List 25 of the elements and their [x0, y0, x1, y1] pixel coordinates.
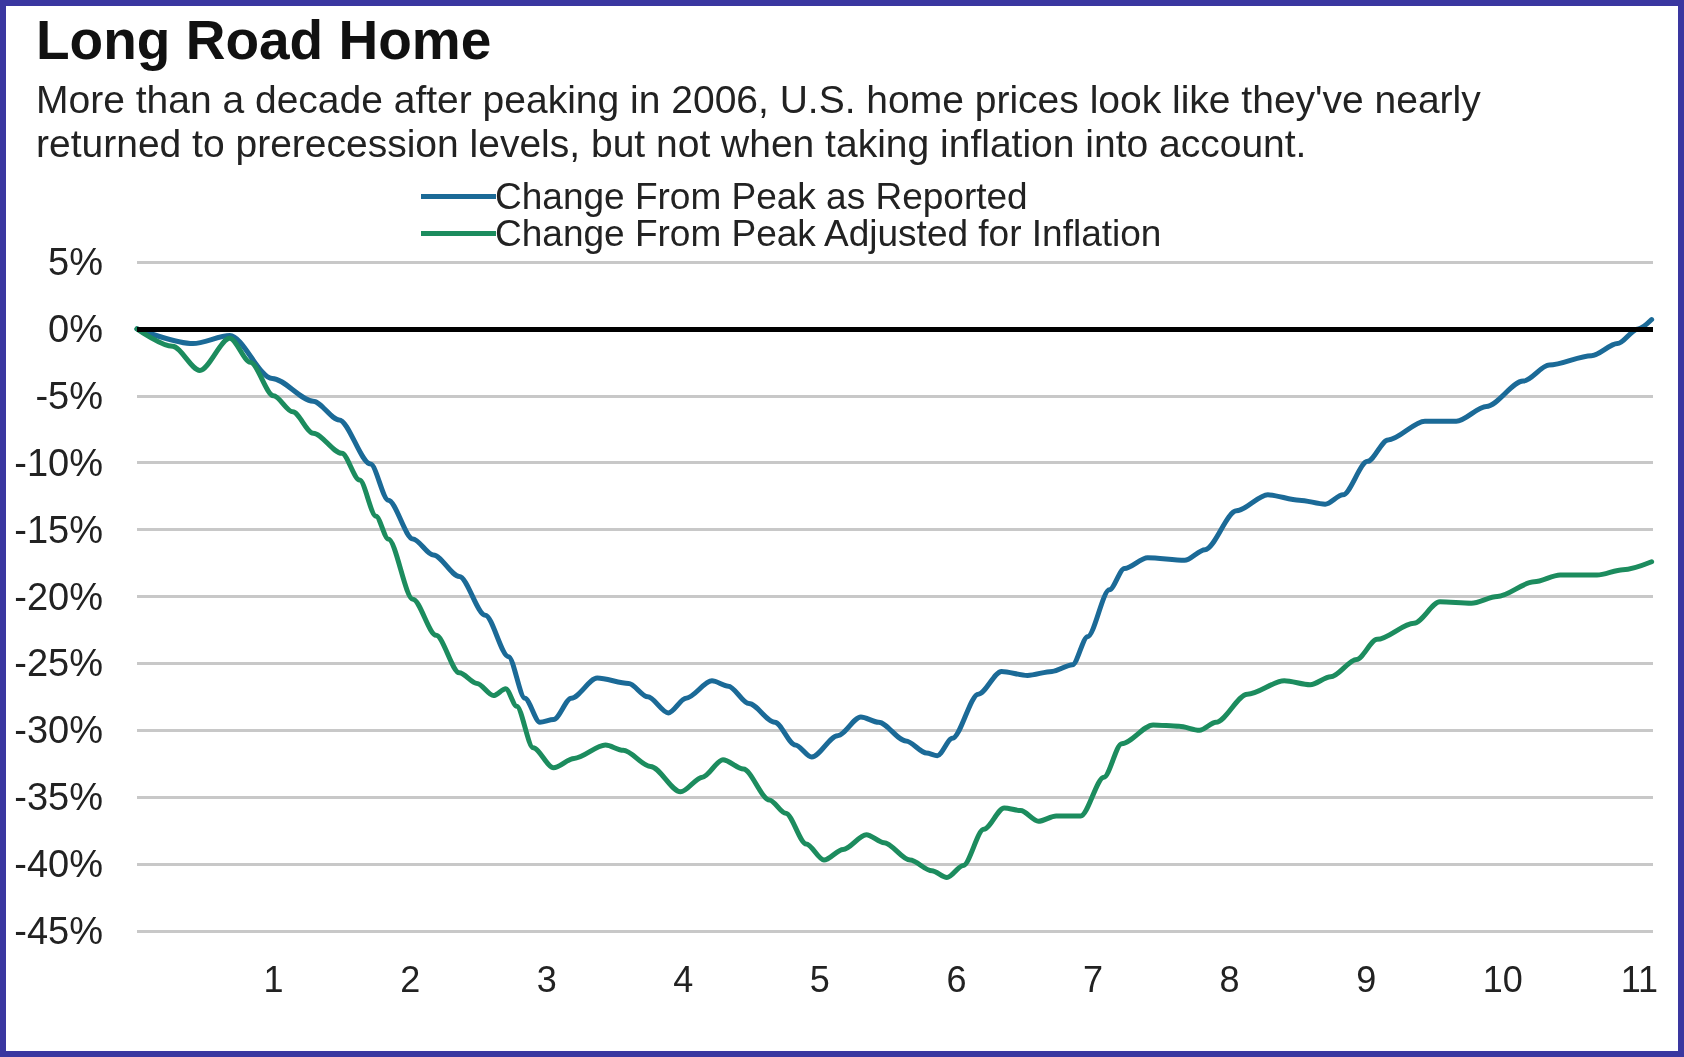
y-tick-label: -15%: [14, 508, 103, 551]
x-tick-label: 7: [1083, 958, 1104, 1000]
y-tick-label: 0%: [48, 307, 103, 350]
y-tick-label: -45%: [14, 910, 103, 952]
chart-title: Long Road Home: [36, 8, 492, 71]
x-tick-label: 8: [1219, 958, 1240, 1000]
y-tick-label: -35%: [14, 776, 103, 819]
y-tick-label: -25%: [14, 642, 103, 685]
x-tick-label: 2: [400, 958, 421, 1000]
y-tick-label: -5%: [35, 374, 103, 417]
legend-label: Change From Peak as Reported: [495, 176, 1028, 217]
x-tick-label: 9: [1356, 958, 1377, 1000]
x-tick-label: 10: [1482, 958, 1523, 1000]
x-tick-label: 11: [1620, 958, 1659, 1000]
x-tick-label: 4: [673, 958, 694, 1000]
x-tick-label: 1: [263, 958, 284, 1000]
y-tick-label: 5%: [48, 241, 103, 283]
x-tick-label: 6: [946, 958, 967, 1000]
y-tick-label: -20%: [14, 575, 103, 618]
y-tick-label: -40%: [14, 843, 103, 886]
x-tick-label: 3: [536, 958, 557, 1000]
chart-subtitle: More than a decade after peaking in 2006, U.S. home prices look like they've nearly returned to prerecession levels, but not when taking inflation into account.: [36, 77, 1492, 165]
y-tick-label: -10%: [14, 441, 103, 484]
y-tick-label: -30%: [14, 709, 103, 752]
x-tick-label: 5: [809, 958, 830, 1000]
